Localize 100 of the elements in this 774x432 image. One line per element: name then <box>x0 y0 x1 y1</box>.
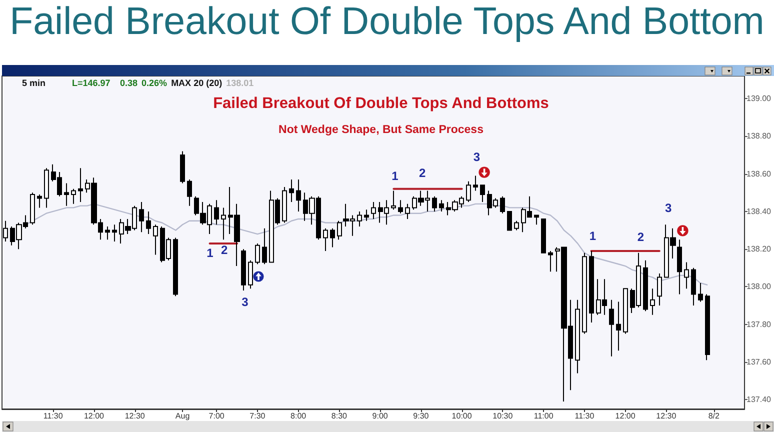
candlestick <box>691 267 696 306</box>
x-tick-label: 7:30 <box>250 412 266 420</box>
x-tick-label: 12:30 <box>656 412 677 420</box>
candlestick <box>371 202 376 220</box>
candlestick <box>255 242 260 265</box>
y-tick-label: 138.00 <box>746 282 772 292</box>
candlestick <box>582 252 587 334</box>
candlestick <box>541 218 546 254</box>
candlestick <box>214 200 219 226</box>
candlestick <box>289 178 294 203</box>
annotation: MAX 20 (20) <box>171 78 222 88</box>
candlestick <box>221 207 226 240</box>
candlestick <box>78 168 83 203</box>
annotation: 2 <box>418 166 426 180</box>
annotation: 2 <box>637 230 644 244</box>
candlestick <box>650 288 655 316</box>
candlestick <box>466 180 471 203</box>
candlestick <box>180 150 185 184</box>
candlestick <box>405 203 410 220</box>
annotation: 3 <box>664 201 672 216</box>
candlestick <box>357 210 362 228</box>
annotation: 1 <box>392 169 398 183</box>
x-tick-label: 9:00 <box>372 412 388 420</box>
candlestick <box>323 228 328 252</box>
x-tick-label: Aug <box>175 412 190 420</box>
candlestick <box>296 178 301 212</box>
x-tick-label: 7:00 <box>208 412 225 420</box>
candlestick <box>37 194 42 208</box>
text: Failed Breakout Of Double Tops And Bottoms <box>213 95 549 112</box>
x-tick-label: 10:30 <box>492 412 514 420</box>
annotation: 1 <box>589 229 596 243</box>
y-tick-label: 139.00 <box>746 94 772 104</box>
candlestick <box>391 190 396 210</box>
candlestick <box>398 200 403 214</box>
candlestick <box>643 260 648 312</box>
candlestick <box>241 248 246 291</box>
candlestick <box>677 239 682 295</box>
candlestick <box>146 210 151 235</box>
candlestick <box>248 260 253 290</box>
candlestick <box>337 220 342 240</box>
candlestick <box>534 214 539 226</box>
x-tick-label: 10:00 <box>452 412 472 420</box>
annotation: 0.26% <box>142 78 168 88</box>
candlestick <box>548 250 553 272</box>
annotation: 3 <box>242 294 248 309</box>
candlestick <box>173 237 178 297</box>
x-tick-label: 9:30 <box>413 412 430 420</box>
y-tick-label: 138.60 <box>746 169 772 178</box>
x-tick-label: 8:00 <box>290 412 307 420</box>
candlestick <box>500 196 505 214</box>
candlestick <box>514 220 519 231</box>
candlestick <box>30 192 35 226</box>
y-tick-label: 138.20 <box>746 244 772 254</box>
candlestick <box>330 228 335 248</box>
x-tick-label: 11:30 <box>574 412 595 420</box>
annotation: Not Wedge Shape, But Same Process <box>278 124 484 136</box>
candlestick <box>705 294 710 361</box>
candlestick <box>44 168 49 208</box>
candlestick <box>282 186 287 224</box>
candlestick <box>589 250 594 323</box>
y-tick-label: 138.40 <box>746 206 772 216</box>
candlestick <box>439 200 444 212</box>
candlestick <box>684 262 689 290</box>
candlestick <box>112 224 117 242</box>
chart-title: Failed Breakout Of Double Tops And Bottom <box>8 0 766 44</box>
x-tick-label: 12:00 <box>84 412 105 420</box>
candlestick <box>616 301 621 352</box>
annotation: L=146.97 <box>72 78 110 88</box>
candlestick <box>364 209 369 222</box>
annotation: 2 <box>220 243 228 257</box>
annotation: 138.01 <box>226 78 254 88</box>
x-tick-label: 8:30 <box>331 412 348 420</box>
y-tick-label: 137.80 <box>746 320 772 329</box>
candlestick <box>187 178 192 206</box>
candlestick <box>71 188 76 204</box>
candlestick <box>623 288 628 334</box>
y-tick-label: 137.40 <box>746 395 772 404</box>
line-series <box>25 203 708 286</box>
candlestick <box>609 299 614 357</box>
x-tick-label: 8/2 <box>708 412 720 420</box>
x-tick-label: 12:30 <box>124 412 146 420</box>
candlestick <box>64 182 69 206</box>
candlestick <box>480 184 485 203</box>
candlestick <box>139 202 144 233</box>
x-tick-label: 11:00 <box>534 412 554 420</box>
x-tick-label: 11:30 <box>43 412 64 420</box>
candlestick <box>473 175 478 192</box>
candlestick <box>105 226 110 240</box>
x-tick-label: 12:00 <box>615 412 636 420</box>
candlestick <box>153 224 158 256</box>
annotation: 3 <box>473 150 480 164</box>
candlestick <box>507 210 512 231</box>
candlestick <box>698 282 703 302</box>
annotation: 0.38 <box>120 78 138 88</box>
candlestick <box>262 228 267 265</box>
y-tick-label: 137.60 <box>746 357 772 366</box>
candlestick <box>657 273 662 306</box>
annotation: 1 <box>206 246 214 260</box>
candlestick <box>432 196 437 212</box>
candlestick <box>575 299 580 374</box>
